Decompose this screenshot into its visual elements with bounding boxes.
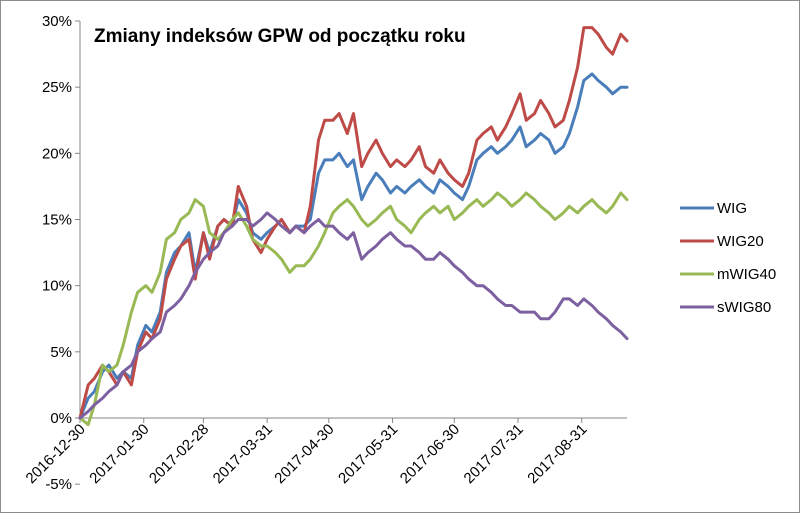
x-tick-label: 2017-04-30 [271, 421, 337, 487]
x-tick-label: 2017-02-28 [146, 421, 212, 487]
plot-axes: 30% 25% 20% 15% 10% 5% 0% -5% 2016-12-302017-01… [23, 13, 627, 493]
y-tick-label: 5% [50, 344, 72, 361]
legend: WIG WIG20 mWIG40 sWIG80 [680, 200, 776, 316]
y-ticks: 30% 25% 20% 15% 10% 5% 0% -5% [42, 13, 80, 493]
series-line-mwig40 [78, 191, 629, 427]
x-tick-label: 2017-01-30 [86, 421, 152, 487]
legend-label-wig20: WIG20 [717, 233, 764, 250]
y-tick-label: 15% [42, 212, 72, 229]
legend-label-wig: WIG [717, 200, 747, 217]
series-lines [78, 26, 629, 427]
series-line-wig20 [78, 26, 629, 420]
x-tick-label: 2017-03-31 [210, 421, 276, 487]
x-tick-label: 2017-07-31 [461, 421, 527, 487]
series-line-wig [78, 72, 629, 420]
y-tick-label: 30% [42, 13, 72, 30]
x-tick-label: 2017-05-31 [335, 421, 401, 487]
y-tick-label: 25% [42, 79, 72, 96]
legend-label-swig80: sWIG80 [717, 299, 771, 316]
y-tick-label: 0% [50, 410, 72, 427]
y-tick-label: 10% [42, 278, 72, 295]
series-line-swig80 [78, 211, 629, 420]
x-tick-label: 2017-06-30 [397, 421, 463, 487]
x-ticks: 2016-12-302017-01-302017-02-282017-03-31… [23, 418, 591, 487]
y-tick-label: -5% [45, 476, 72, 493]
x-tick-label: 2017-08-31 [524, 421, 590, 487]
legend-label-mwig40: mWIG40 [717, 266, 776, 283]
y-tick-label: 20% [42, 145, 72, 162]
chart-title: Zmiany indeksów GPW od początku roku [94, 26, 466, 47]
